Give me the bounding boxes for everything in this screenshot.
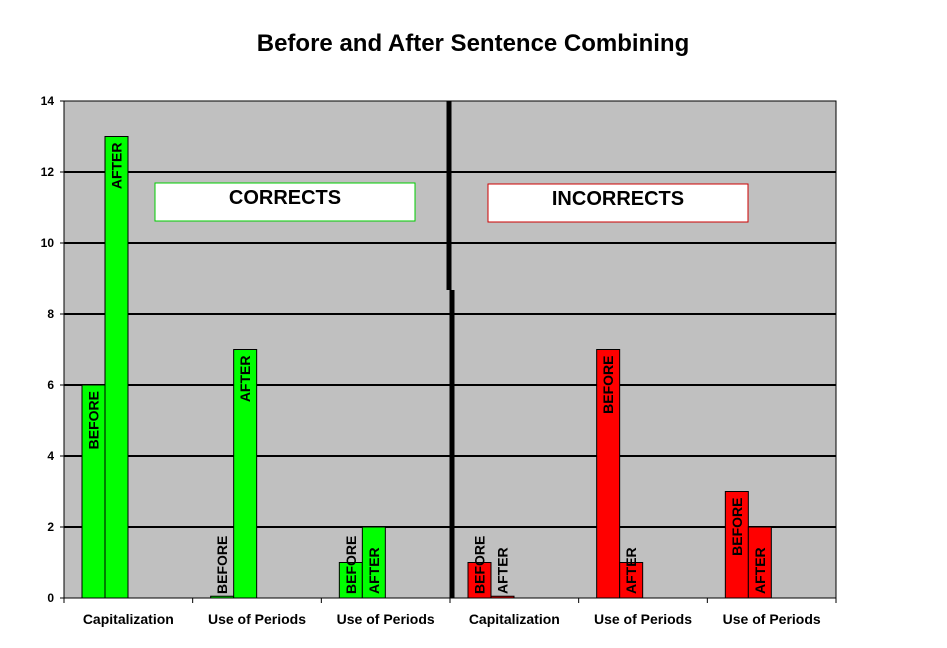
bar-after xyxy=(104,136,129,599)
y-tick-label: 6 xyxy=(47,378,54,392)
y-tick-label: 12 xyxy=(41,165,55,179)
group-labels: CORRECTS INCORRECTS xyxy=(154,182,749,223)
bar-label-before: BEFORE xyxy=(343,536,359,594)
y-tick-label: 0 xyxy=(47,591,54,605)
x-axis: Capitalization Use of Periods Use of Perio… xyxy=(63,597,837,627)
group-label-box xyxy=(487,183,749,223)
x-category-label: Use of Periods xyxy=(594,611,692,627)
y-axis: 0 2 4 6 8 10 12 14 xyxy=(41,94,65,605)
group-label: CORRECTS xyxy=(229,187,341,209)
bar-label-before: BEFORE xyxy=(600,356,616,414)
group-divider xyxy=(446,101,455,598)
bar-label-after: AFTER xyxy=(237,356,253,403)
bar-label-before: BEFORE xyxy=(729,498,745,556)
bar-label-after: AFTER xyxy=(109,143,125,190)
chart-title: Before and After Sentence Combining xyxy=(257,30,690,57)
x-category-label: Use of Periods xyxy=(723,611,821,627)
group-label: INCORRECTS xyxy=(552,188,684,210)
group-label-box xyxy=(154,182,416,222)
y-tick-label: 10 xyxy=(41,236,55,250)
bar-label-after: AFTER xyxy=(752,547,768,594)
bar-label-before: BEFORE xyxy=(86,391,102,449)
bar-label-after: AFTER xyxy=(623,547,639,594)
x-category-label: Capitalization xyxy=(469,611,560,627)
x-category-label: Use of Periods xyxy=(208,611,306,627)
bar-label-before: BEFORE xyxy=(214,536,230,594)
y-tick-label: 14 xyxy=(41,94,55,108)
y-tick-label: 4 xyxy=(47,449,54,463)
bars: BEFORE AFTER BEFORE AFTER BEFORE AFTER BEFORE A… xyxy=(81,136,772,599)
bar-label-before: BEFORE xyxy=(472,536,488,594)
bar-label-after: AFTER xyxy=(495,547,511,594)
y-tick-label: 8 xyxy=(47,307,54,321)
x-category-label: Use of Periods xyxy=(337,611,435,627)
bar-label-after: AFTER xyxy=(366,547,382,594)
y-tick-label: 2 xyxy=(47,520,54,534)
x-category-label: Capitalization xyxy=(83,611,174,627)
